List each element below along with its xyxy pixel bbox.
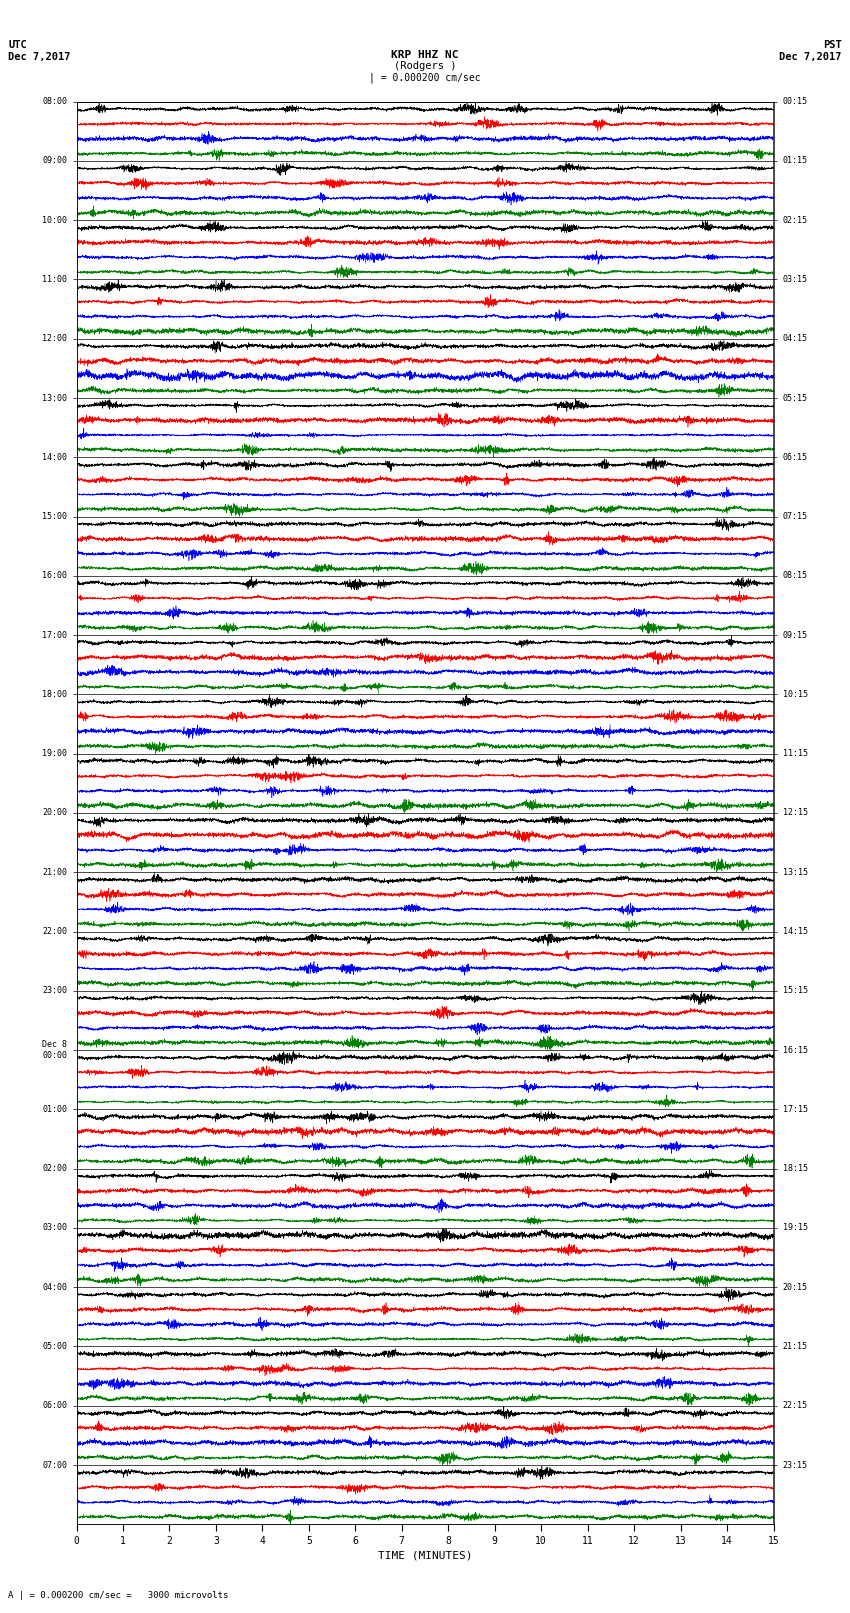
Text: PST: PST: [823, 40, 842, 50]
Text: UTC: UTC: [8, 40, 27, 50]
Text: Dec 7,2017: Dec 7,2017: [8, 52, 71, 61]
X-axis label: TIME (MINUTES): TIME (MINUTES): [377, 1550, 473, 1560]
Text: | = 0.000200 cm/sec: | = 0.000200 cm/sec: [369, 73, 481, 84]
Text: Dec 7,2017: Dec 7,2017: [779, 52, 842, 61]
Text: A | = 0.000200 cm/sec =   3000 microvolts: A | = 0.000200 cm/sec = 3000 microvolts: [8, 1590, 229, 1600]
Text: KRP HHZ NC: KRP HHZ NC: [391, 50, 459, 60]
Text: (Rodgers ): (Rodgers ): [394, 61, 456, 71]
